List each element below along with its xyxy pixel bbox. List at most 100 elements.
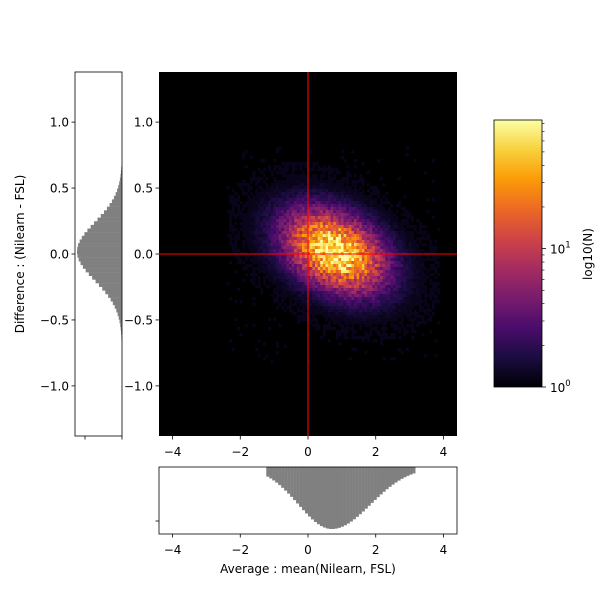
hexbin-cell	[283, 234, 287, 238]
hexbin-cell	[333, 276, 337, 280]
hexbin-cell	[281, 243, 285, 247]
hexbin-cell	[333, 243, 337, 247]
main-y-ticks: −1.0−0.50.00.51.0	[124, 116, 159, 393]
hexbin-cell	[276, 267, 279, 271]
hexbin-cell	[268, 204, 272, 208]
hexbin-cell	[343, 330, 347, 334]
hexbin-cell	[320, 207, 324, 211]
hexbin-cell	[302, 243, 305, 247]
hexbin-cell	[419, 282, 422, 286]
hexbin-cell	[317, 213, 321, 217]
hexbin-cell	[270, 216, 274, 220]
hexbin-cell	[328, 225, 331, 229]
hexbin-cell	[377, 249, 381, 253]
hexbin-cell	[317, 258, 321, 262]
hexbin-cell	[273, 216, 277, 220]
hexbin-cell	[320, 234, 324, 238]
hexbin-cell	[270, 234, 274, 238]
hexbin-cell	[398, 309, 402, 313]
hexbin-cell	[426, 309, 430, 313]
hexbin-cell	[294, 312, 298, 316]
hexbin-cell	[247, 210, 251, 214]
hexbin-cell	[299, 180, 303, 184]
hexbin-cell	[307, 249, 311, 253]
hexbin-cell	[322, 204, 326, 208]
hexbin-cell	[408, 282, 412, 286]
hexbin-cell	[343, 255, 347, 259]
hexbin-cell	[343, 195, 347, 199]
hexbin-cell	[432, 267, 435, 271]
hexbin-cell	[304, 291, 308, 295]
hexbin-cell	[289, 294, 292, 298]
hexbin-cell	[341, 279, 344, 283]
hexbin-cell	[411, 321, 415, 325]
hexbin-cell	[395, 267, 399, 271]
hexbin-cell	[330, 177, 334, 181]
hexbin-cell	[328, 255, 331, 259]
hexbin-cell	[413, 315, 417, 319]
hexbin-cell	[276, 291, 279, 295]
hexbin-cell	[374, 192, 378, 196]
hexbin-cell	[413, 249, 417, 253]
hexbin-cell	[411, 273, 415, 277]
hexbin-cell	[268, 168, 272, 172]
hexbin-cell	[400, 246, 404, 250]
hexbin-cell	[302, 288, 305, 292]
hexbin-cell	[252, 255, 256, 259]
hexbin-cell	[432, 258, 435, 262]
hexbin-cell	[341, 177, 344, 181]
hexbin-cell	[330, 267, 334, 271]
hexbin-cell	[257, 279, 261, 283]
hexbin-cell	[343, 300, 347, 304]
hexbin-cell	[291, 177, 295, 181]
hexbin-cell	[354, 291, 357, 295]
hexbin-cell	[312, 228, 316, 232]
hexbin-cell	[413, 285, 417, 289]
hexbin-cell	[372, 216, 376, 220]
hexbin-cell	[281, 258, 285, 262]
hexbin-cell	[309, 270, 313, 274]
hexbin-cell	[387, 261, 391, 265]
hexbin-cell	[278, 201, 282, 205]
hexbin-cell	[268, 285, 272, 289]
hexbin-cell	[367, 291, 370, 295]
hexbin-cell	[286, 276, 290, 280]
hexbin-cell	[359, 300, 363, 304]
hexbin-cell	[325, 210, 329, 214]
hexbin-cell	[247, 240, 251, 244]
hexbin-cell	[382, 270, 386, 274]
hexbin-cell	[369, 213, 373, 217]
hexbin-cell	[421, 285, 425, 289]
hexbin-cell	[403, 267, 407, 271]
hexbin-cell	[374, 273, 378, 277]
hexbin-cell	[273, 228, 277, 232]
hexbin-cell	[270, 210, 274, 214]
marginal-x-bar	[334, 467, 338, 529]
hexbin-cell	[294, 162, 298, 166]
hexbin-cell	[361, 315, 365, 319]
marginal-y-bars	[77, 166, 122, 342]
marginal-x-bar	[293, 467, 297, 501]
hexbin-cell	[325, 306, 329, 310]
hexbin-cell	[400, 237, 404, 241]
hexbin-cell	[380, 309, 383, 313]
hexbin-cell	[283, 192, 287, 196]
hexbin-cell	[291, 210, 295, 214]
hexbin-cell	[302, 216, 305, 220]
hexbin-cell	[346, 258, 350, 262]
hexbin-cell	[328, 288, 331, 292]
hexbin-cell	[343, 219, 347, 223]
hexbin-cell	[265, 219, 269, 223]
hexbin-cell	[400, 315, 404, 319]
hexbin-cell	[263, 222, 266, 226]
hexbin-cell	[322, 168, 326, 172]
hexbin-cell	[395, 231, 399, 235]
hexbin-cell	[299, 267, 303, 271]
hexbin-cell	[276, 264, 279, 268]
hexbin-cell	[369, 306, 373, 310]
hexbin-cell	[354, 321, 357, 325]
hexbin-cell	[231, 249, 235, 253]
hexbin-cell	[403, 255, 407, 259]
hexbin-cell	[338, 288, 342, 292]
hexbin-cell	[299, 294, 303, 298]
